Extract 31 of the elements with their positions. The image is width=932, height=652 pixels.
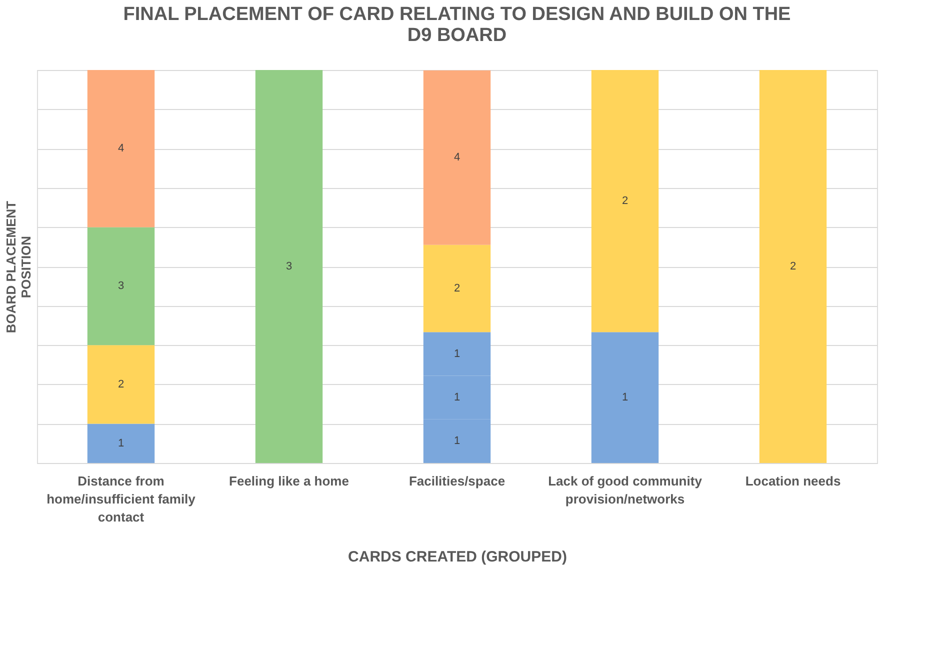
x-tick-label: Feeling like a home [229,474,349,488]
x-tick-label: Lack of good community provision/networks [548,474,703,506]
bar [87,424,155,463]
x-tick-label: Distance from home/insufficient family contact [46,474,196,524]
bar [423,244,491,332]
annotation: 1 [454,435,460,448]
annotation: 1 [622,392,628,404]
annotation: 1 [454,392,460,404]
x-tick-label: Location needs [745,474,841,488]
bar [759,70,827,463]
bar [255,70,323,463]
annotation: 4 [454,152,460,164]
x-axis-title: CARDS CREATED (GROUPED) [348,548,567,566]
annotation: 1 [454,348,460,360]
annotation: 2 [790,260,796,272]
annotation: 3 [286,260,292,272]
annotation: 4 [118,142,124,155]
bar [87,70,155,228]
bar [591,332,659,463]
annotation: 2 [118,378,124,390]
annotation: 2 [622,195,628,208]
bar [423,70,491,245]
annotation: 1 [118,437,124,450]
chart-title: FINAL PLACEMENT OF CARD RELATING TO DESIGN AND BUILD ON THE D9 BOARD [123,4,791,46]
bar [87,345,155,424]
x-tick-label: Facilities/space [408,474,506,488]
bar [87,227,155,346]
annotation: 3 [118,280,124,292]
bar [591,70,659,332]
annotation: 2 [454,282,460,295]
y-axis-title: BOARD PLACEMENT POSITION [4,200,34,334]
